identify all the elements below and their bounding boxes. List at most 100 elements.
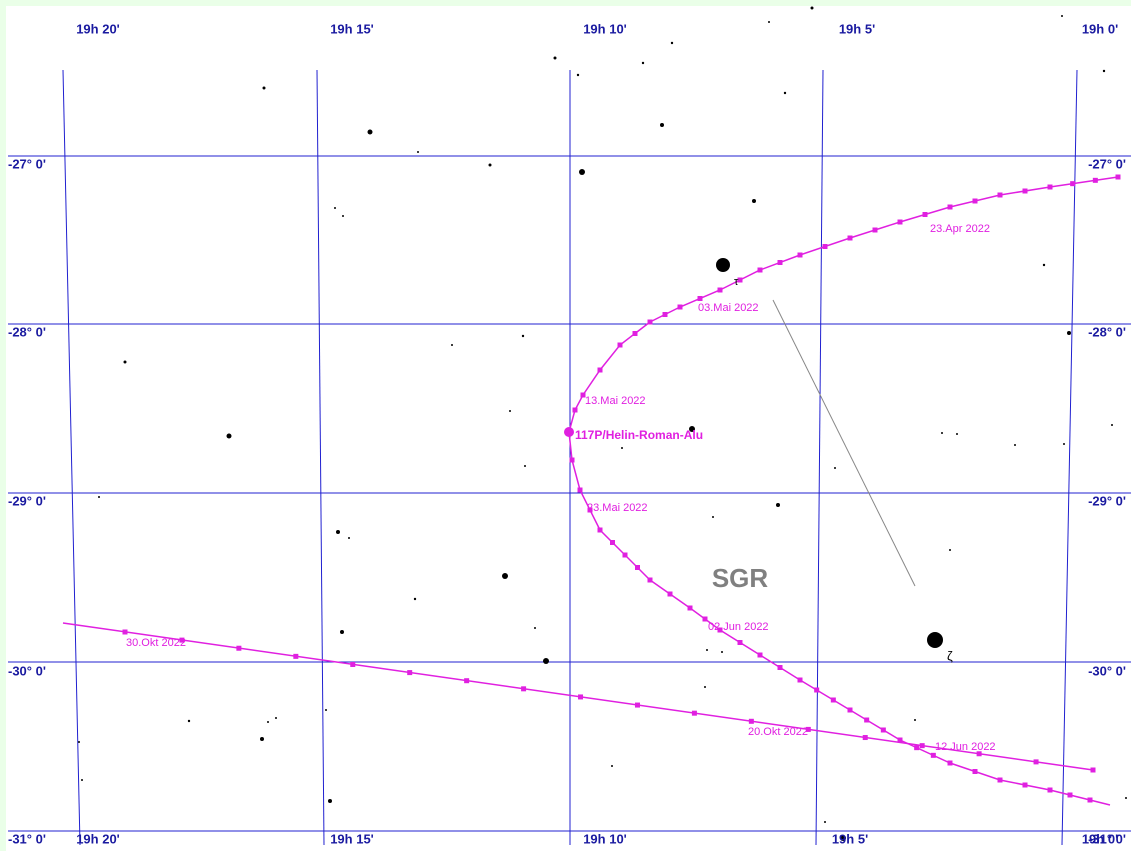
star — [98, 496, 100, 498]
star — [553, 56, 557, 60]
star — [621, 447, 623, 449]
star — [1042, 263, 1046, 267]
star — [1014, 444, 1016, 446]
dec-label: -27° 0' — [8, 156, 46, 171]
ra-label: 19h 10' — [583, 831, 627, 846]
star — [840, 835, 846, 841]
track-mark — [610, 540, 615, 545]
track-mark — [1087, 797, 1093, 803]
date-label: 23.Apr 2022 — [930, 223, 990, 235]
star — [1063, 443, 1065, 445]
date-label: 02.Jun 2022 — [708, 621, 769, 633]
star — [524, 465, 526, 467]
star — [543, 658, 549, 664]
track-mark — [577, 487, 583, 493]
star — [340, 630, 344, 634]
date-label: 30.Okt 2022 — [126, 637, 186, 649]
track-mark — [622, 552, 628, 558]
star — [267, 721, 269, 723]
date-label: 20.Okt 2022 — [748, 726, 808, 738]
track-mark — [880, 727, 886, 733]
track-mark — [947, 204, 953, 210]
star — [956, 433, 958, 435]
star — [927, 632, 943, 648]
track-mark — [580, 392, 586, 398]
star — [1067, 331, 1071, 335]
star — [949, 549, 951, 551]
star — [325, 709, 327, 711]
track-mark — [1115, 174, 1121, 180]
ra-line — [316, 69, 325, 846]
track-mark — [1090, 767, 1096, 773]
track-mark — [578, 694, 584, 700]
track-mark — [521, 686, 527, 692]
track-mark — [757, 652, 763, 658]
stars — [78, 6, 1127, 841]
track-mark — [822, 244, 828, 249]
track-mark — [814, 687, 820, 693]
comet-name: 117P/Helin-Roman-Alu — [575, 428, 703, 442]
track-mark — [997, 777, 1003, 783]
dec-label: -28° 0' — [1088, 324, 1126, 339]
star — [941, 432, 943, 434]
labels: 19h 20' 19h 15' 19h 10' 19h 5' 19h 0' 19h 20'… — [8, 21, 1126, 846]
track-mark — [687, 605, 693, 611]
track-mark — [737, 277, 743, 283]
star — [824, 821, 826, 823]
track-mark — [587, 507, 593, 513]
track-mark — [1022, 188, 1028, 194]
track-mark — [1067, 792, 1073, 798]
star — [712, 516, 714, 518]
ra-label: 19h 5' — [839, 21, 875, 36]
ra-label: 19h 5' — [832, 831, 868, 846]
star — [534, 627, 536, 629]
star — [417, 151, 419, 153]
dec-label: -30° 0' — [8, 663, 46, 678]
star — [1061, 15, 1063, 17]
track-mark — [691, 710, 697, 716]
star — [262, 86, 266, 90]
dec-label: -29° 0' — [1088, 493, 1126, 508]
track-mark — [997, 192, 1003, 198]
star — [1125, 797, 1127, 799]
star — [367, 129, 373, 135]
track-mark — [677, 304, 683, 310]
track-mark — [897, 219, 903, 225]
star — [123, 360, 127, 364]
star — [689, 426, 695, 432]
dec-label: -31° 0' — [1088, 831, 1126, 846]
constellation-label: SGR — [712, 563, 769, 593]
star — [328, 799, 332, 803]
track-mark — [407, 670, 413, 676]
ra-label: 19h 10' — [583, 21, 627, 36]
track-mark — [635, 565, 640, 570]
star — [336, 530, 340, 534]
track-mark — [617, 342, 623, 348]
constellation-line — [772, 299, 916, 587]
track-marks — [122, 174, 1121, 803]
star — [768, 21, 770, 23]
track-mark — [1047, 184, 1053, 190]
track-mark — [634, 702, 640, 708]
ra-line — [1061, 69, 1078, 846]
star — [342, 215, 344, 217]
track-mark — [350, 661, 356, 667]
star — [187, 719, 191, 723]
comet-position — [564, 427, 574, 437]
dec-label: -30° 0' — [1088, 663, 1126, 678]
track-mark — [914, 745, 920, 751]
star — [502, 573, 508, 579]
ra-label: 19h 15' — [330, 831, 374, 846]
star — [78, 741, 80, 743]
track-mark — [930, 752, 936, 758]
dec-label: -31° 0' — [8, 831, 46, 846]
star — [611, 765, 613, 767]
track-mark — [632, 331, 638, 336]
track-mark — [717, 287, 723, 293]
star — [260, 737, 264, 741]
track-mark — [702, 616, 708, 622]
star — [783, 91, 787, 95]
star — [641, 61, 645, 65]
ra-line — [62, 69, 81, 846]
